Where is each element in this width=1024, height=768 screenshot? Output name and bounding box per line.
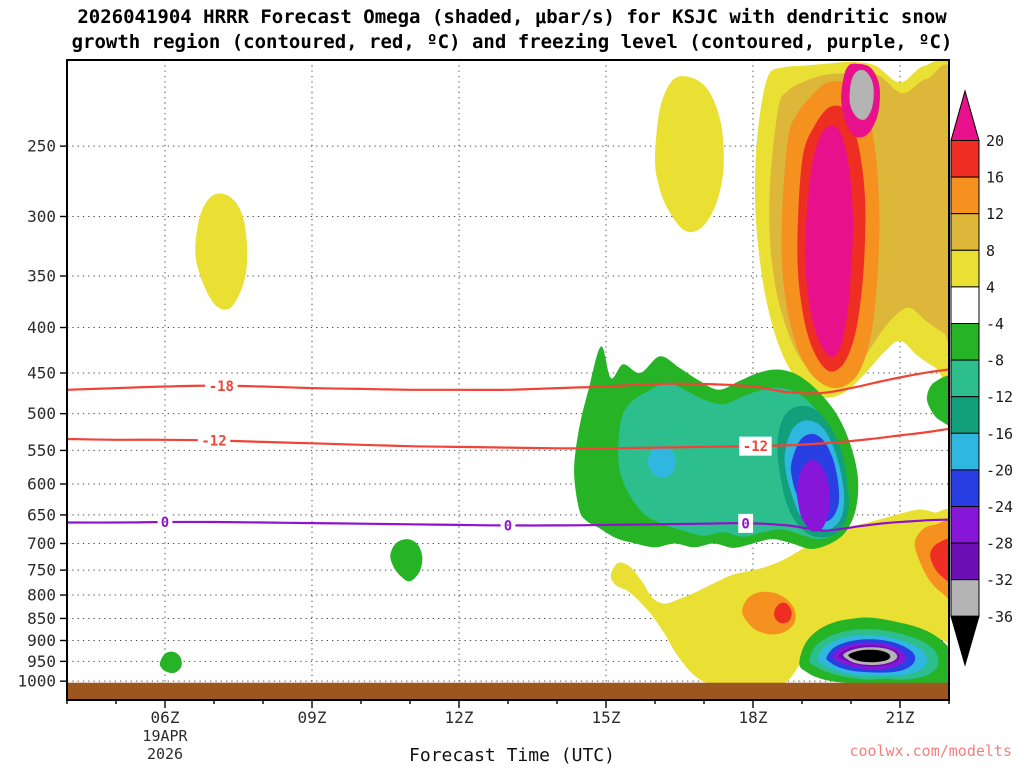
x-tick-label: 21Z (886, 708, 915, 727)
watermark-link[interactable]: coolwx.com/modelts (849, 742, 1012, 760)
date-label: 2026 (147, 745, 183, 763)
x-tick-label: 09Z (298, 708, 327, 727)
chart-title-line1: 2026041904 HRRR Forecast Omega (shaded, … (77, 6, 947, 28)
x-tick-label: 06Z (151, 708, 180, 727)
y-tick-label: 950 (27, 652, 56, 671)
region-small-green-06z (159, 651, 182, 674)
colorbar-label: 4 (986, 278, 995, 296)
region-right-edge-red (930, 538, 949, 583)
colorbar-label: 8 (986, 242, 995, 260)
colorbar-label: -36 (986, 608, 1013, 626)
region-core-purple (796, 460, 830, 532)
colorbar-segment-red (950, 140, 980, 178)
shaded-regions (159, 60, 949, 687)
y-tick-label: 700 (27, 534, 56, 553)
colorbar-segment-gray (950, 579, 980, 617)
colorbar-label: -20 (986, 461, 1013, 479)
x-axis-label: Forecast Time (UTC) (409, 745, 615, 766)
chart-title-line2: growth region (contoured, red, ºC) and f… (71, 31, 953, 53)
contour-label: -12 (743, 439, 768, 455)
y-tick-label: 250 (27, 137, 56, 156)
contour-dendritic-minus12 (66, 427, 950, 450)
x-tick-label: 18Z (739, 708, 768, 727)
y-tick-label: 650 (27, 505, 56, 524)
contour-freezing-level-0 (66, 518, 950, 532)
region-right-edge-green-strip (926, 375, 949, 426)
y-tick-label: 300 (27, 207, 56, 226)
colorbar-label: 12 (986, 205, 1004, 223)
colorbar-segment-green (950, 323, 980, 361)
colorbar-segment-teal (950, 396, 980, 434)
colorbar-arrow-down (950, 615, 980, 667)
y-tick-label: 550 (27, 441, 56, 460)
colorbar-segment-blue (950, 469, 980, 507)
region-upper-right-magenta-core (805, 125, 854, 358)
colorbar-label: 16 (986, 169, 1004, 187)
surface-terrain-bar (67, 682, 949, 700)
colorbar-segment-seagreen (950, 359, 980, 398)
region-upper-left-yellow (195, 193, 248, 310)
contour-label: -18 (209, 379, 234, 395)
colorbar: 20 16 12 8 4 -4 -8 -12 -16 -20 -24 -28 -32 -36 (950, 89, 1013, 667)
colorbar-label: -12 (986, 388, 1013, 406)
colorbar-segment-orange (950, 176, 980, 215)
contour-label: 0 (504, 518, 512, 534)
colorbar-label: -32 (986, 571, 1013, 589)
x-tick-label: 12Z (445, 708, 474, 727)
y-tick-label: 850 (27, 609, 56, 628)
colorbar-segment-dark_yellow (950, 213, 980, 251)
colorbar-segment-purple (950, 506, 980, 544)
y-tick-label: 500 (27, 404, 56, 423)
region-top-gray-patch (849, 69, 874, 120)
colorbar-label: 20 (986, 132, 1004, 150)
contour-label: 0 (161, 515, 169, 531)
y-tick-label: 750 (27, 561, 56, 580)
colorbar-arrow-up (950, 89, 980, 141)
date-label: 19APR (142, 727, 188, 745)
colorbar-segment-cyan (950, 432, 980, 471)
chart-title: 2026041904 HRRR Forecast Omega (shaded, … (0, 5, 1024, 55)
colorbar-label: -28 (986, 535, 1013, 553)
contour-dendritic-minus18 (66, 368, 950, 395)
y-tick-label: 450 (27, 363, 56, 382)
colorbar-segment-white (950, 286, 980, 324)
x-tick-label: 15Z (592, 708, 621, 727)
region-small-green-11z (390, 539, 423, 582)
region-low-level-red-spot (774, 602, 792, 624)
region-upper-mid-yellow (654, 76, 724, 233)
axes: 250 300 350 400 450 500 550 600 650 700 750 800 850 9… (17, 137, 950, 763)
colorbar-segment-dark_purple (950, 542, 980, 581)
y-tick-label: 900 (27, 631, 56, 650)
region-low-level-orange (742, 591, 796, 635)
y-tick-label: 400 (27, 318, 56, 337)
colorbar-label: -8 (986, 352, 1004, 370)
y-tick-label: 1000 (17, 672, 56, 691)
colorbar-segment-yellow (950, 249, 980, 288)
contour-lines: -18 -12 -12 0 0 0 (66, 368, 950, 535)
colorbar-label: -4 (986, 315, 1004, 333)
region-bullseye-black (848, 649, 891, 663)
y-tick-label: 350 (27, 266, 56, 285)
contour-label: 0 (741, 516, 749, 532)
y-tick-label: 600 (27, 475, 56, 494)
y-tick-label: 800 (27, 586, 56, 605)
contour-label: -12 (201, 433, 226, 449)
region-mid-level-cyan-spot (647, 446, 677, 478)
colorbar-label: -16 (986, 425, 1013, 443)
colorbar-label: -24 (986, 498, 1013, 516)
